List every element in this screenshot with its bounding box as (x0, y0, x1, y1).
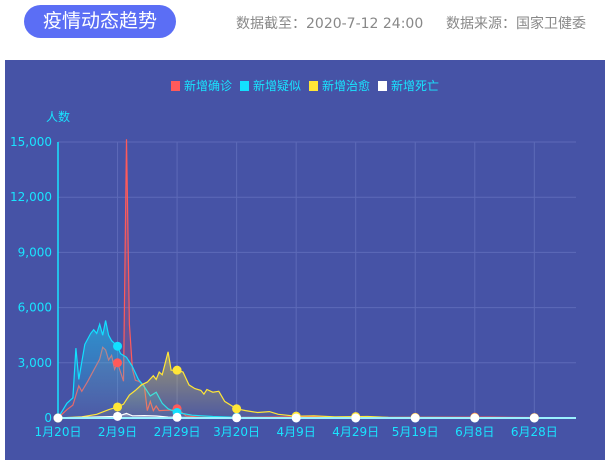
data-point (291, 413, 301, 423)
data-source: 数据来源：国家卫健委 (446, 16, 586, 32)
legend-label: 新增疑似 (252, 79, 301, 93)
legend-swatch (378, 80, 388, 91)
y-tick-label: 12,000 (10, 190, 52, 204)
data-point (232, 404, 242, 414)
legend-item[interactable]: 新增治愈 (309, 77, 370, 94)
y-tick-label: 15,000 (10, 135, 52, 149)
x-tick-label: 6月28日 (511, 425, 558, 439)
data-point (232, 413, 242, 423)
data-point (470, 413, 480, 423)
data-point (351, 413, 361, 423)
x-tick-label: 5月19日 (392, 425, 439, 439)
legend-label: 新增死亡 (391, 79, 440, 93)
y-tick-label: 9,000 (18, 245, 52, 259)
x-tick-label: 2月9日 (98, 425, 137, 439)
legend-label: 新增确诊 (183, 79, 232, 93)
data-point (113, 358, 123, 368)
legend-item[interactable]: 新增疑似 (239, 77, 301, 94)
data-point (53, 413, 63, 423)
data-updated-time: 数据截至：2020-7-12 24:00 (236, 16, 424, 32)
data-point (529, 413, 539, 423)
series-area (58, 320, 576, 418)
legend-item[interactable]: 新增死亡 (378, 77, 439, 94)
series-area (58, 351, 576, 418)
data-point (113, 341, 123, 351)
legend-swatch (170, 80, 180, 91)
x-tick-label: 3月20日 (213, 425, 260, 439)
legend-item[interactable]: 新增确诊 (170, 77, 232, 94)
x-tick-label: 1月20日 (35, 425, 82, 439)
y-tick-label: 6,000 (18, 301, 52, 315)
data-point (172, 412, 182, 422)
x-tick-label: 6月8日 (455, 425, 494, 439)
data-point (172, 365, 182, 375)
data-point (113, 411, 123, 421)
legend-label: 新增治愈 (322, 79, 371, 93)
chart-legend: 新增确诊 新增疑似 新增治愈 新增死亡 (0, 77, 610, 94)
legend-swatch (309, 80, 318, 91)
data-point (113, 402, 123, 412)
page-title: 疫情动态趋势 (24, 5, 176, 38)
x-tick-label: 2月29日 (154, 425, 201, 439)
legend-swatch (239, 80, 249, 91)
data-point (410, 413, 420, 423)
x-tick-label: 4月29日 (332, 425, 379, 439)
y-axis-label: 人数 (46, 109, 70, 124)
x-tick-label: 4月9日 (277, 425, 316, 439)
series-line (58, 351, 576, 418)
y-tick-label: 3,000 (18, 356, 52, 370)
y-tick-label: 0 (44, 411, 52, 425)
